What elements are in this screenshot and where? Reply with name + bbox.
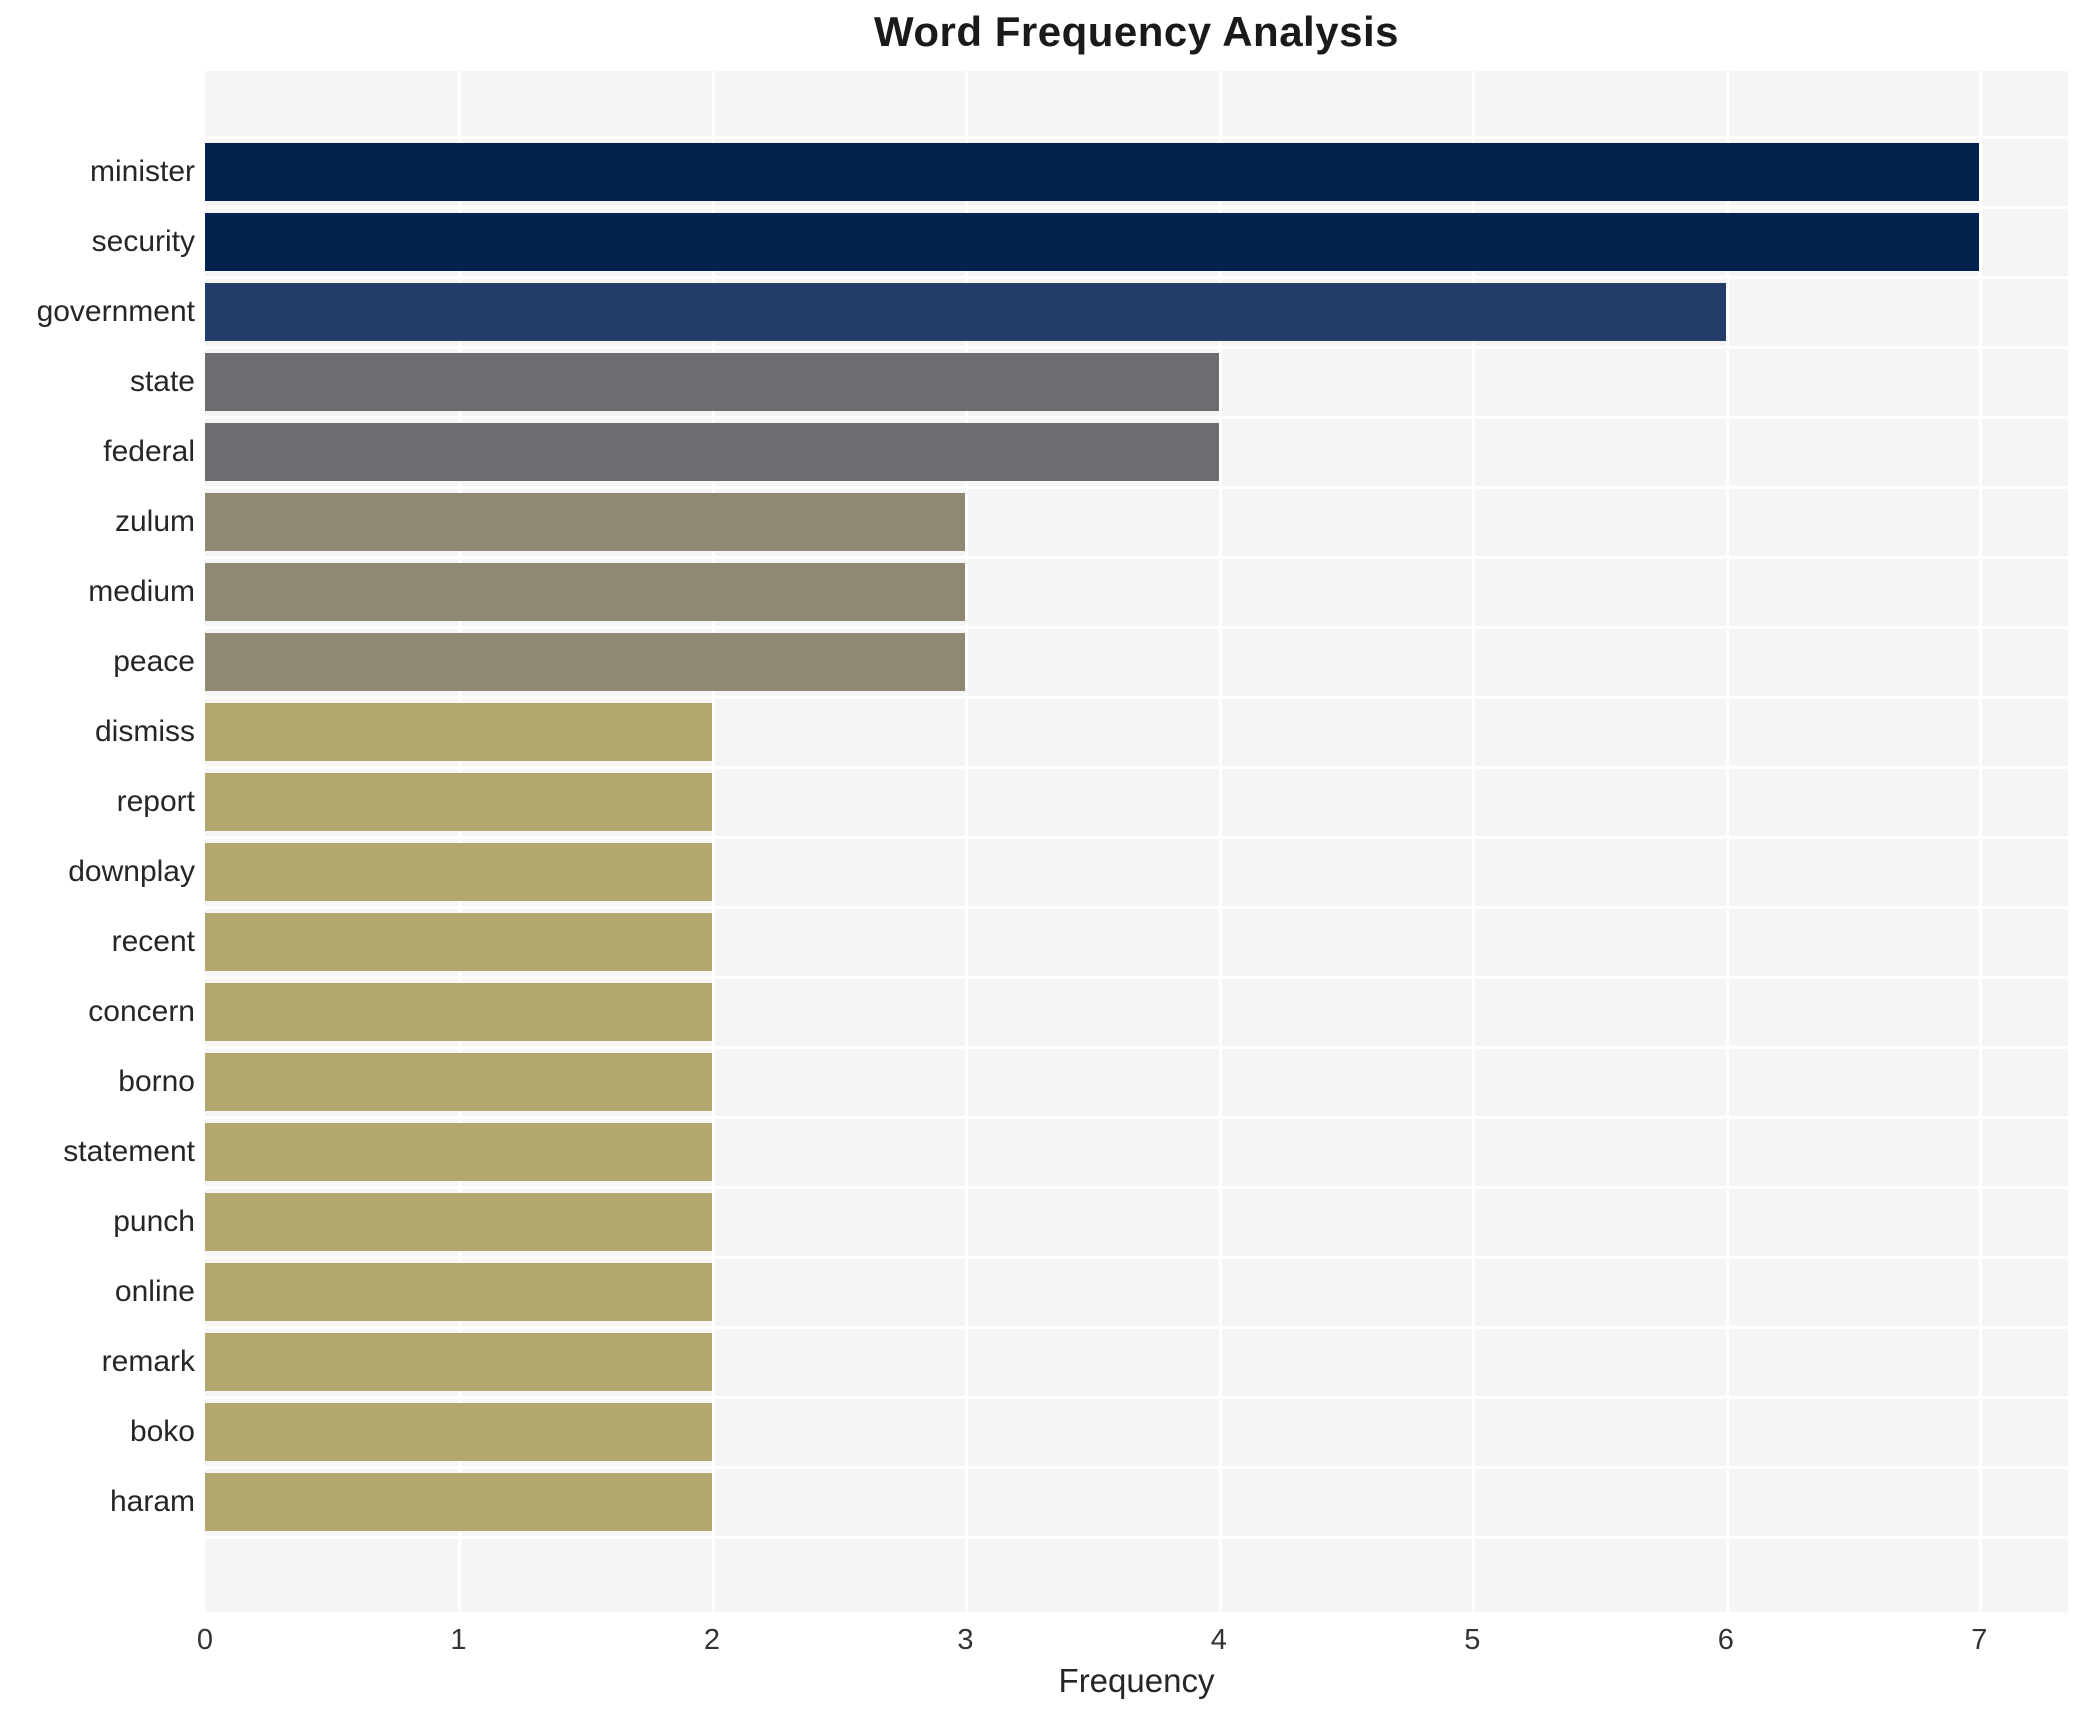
x-tick-1: 1 bbox=[450, 1624, 467, 1656]
bar-minister bbox=[205, 143, 1979, 201]
horizontal-gridline bbox=[205, 1186, 2068, 1189]
bar-state bbox=[205, 353, 1219, 411]
vertical-gridline bbox=[458, 71, 461, 1612]
horizontal-gridline bbox=[205, 976, 2068, 979]
bar-recent bbox=[205, 913, 712, 971]
x-tick-5: 5 bbox=[1464, 1624, 1481, 1656]
horizontal-gridline bbox=[205, 1116, 2068, 1119]
category-label-minister: minister bbox=[89, 155, 195, 188]
bar-government bbox=[205, 283, 1726, 341]
x-tick-6: 6 bbox=[1717, 1624, 1734, 1656]
horizontal-gridline bbox=[205, 696, 2068, 699]
category-label-government: government bbox=[36, 295, 195, 328]
category-label-online: online bbox=[114, 1275, 195, 1308]
bar-boko bbox=[205, 1403, 712, 1461]
horizontal-gridline bbox=[205, 206, 2068, 209]
category-label-boko: boko bbox=[129, 1415, 195, 1448]
bar-borno bbox=[205, 1053, 712, 1111]
vertical-gridline bbox=[1472, 71, 1475, 1612]
bar-dismiss bbox=[205, 703, 712, 761]
category-label-remark: remark bbox=[101, 1345, 195, 1378]
horizontal-gridline bbox=[205, 1326, 2068, 1329]
bar-punch bbox=[205, 1193, 712, 1251]
plot-area bbox=[205, 71, 2068, 1612]
bar-medium bbox=[205, 563, 965, 621]
category-label-statement: statement bbox=[63, 1135, 195, 1168]
category-label-borno: borno bbox=[118, 1065, 195, 1098]
horizontal-gridline bbox=[205, 766, 2068, 769]
bar-peace bbox=[205, 633, 965, 691]
category-label-state: state bbox=[129, 365, 195, 398]
category-label-haram: haram bbox=[109, 1485, 195, 1518]
category-label-peace: peace bbox=[113, 645, 195, 678]
bar-haram bbox=[205, 1473, 712, 1531]
vertical-gridline bbox=[1219, 71, 1222, 1612]
x-tick-3: 3 bbox=[957, 1624, 974, 1656]
bar-downplay bbox=[205, 843, 712, 901]
horizontal-gridline bbox=[205, 556, 2068, 559]
horizontal-gridline bbox=[205, 906, 2068, 909]
category-label-medium: medium bbox=[88, 575, 195, 608]
horizontal-gridline bbox=[205, 416, 2068, 419]
x-axis-title: Frequency bbox=[1058, 1662, 1215, 1699]
bar-zulum bbox=[205, 493, 965, 551]
x-tick-0: 0 bbox=[196, 1624, 214, 1656]
horizontal-gridline bbox=[205, 346, 2068, 349]
bar-remark bbox=[205, 1333, 712, 1391]
bar-federal bbox=[205, 423, 1219, 481]
category-label-downplay: downplay bbox=[68, 855, 195, 888]
horizontal-gridline bbox=[205, 1466, 2068, 1469]
bar-security bbox=[205, 213, 1979, 271]
bar-statement bbox=[205, 1123, 712, 1181]
bar-report bbox=[205, 773, 712, 831]
chart-title: Word Frequency Analysis bbox=[874, 8, 1399, 55]
vertical-gridline bbox=[712, 71, 715, 1612]
horizontal-gridline bbox=[205, 486, 2068, 489]
horizontal-gridline bbox=[205, 1396, 2068, 1399]
vertical-gridline bbox=[965, 71, 968, 1612]
category-label-punch: punch bbox=[113, 1205, 195, 1238]
category-label-federal: federal bbox=[103, 435, 195, 468]
x-tick-4: 4 bbox=[1210, 1624, 1227, 1656]
bar-concern bbox=[205, 983, 712, 1041]
horizontal-gridline bbox=[205, 1256, 2068, 1259]
category-label-dismiss: dismiss bbox=[94, 715, 195, 748]
category-label-security: security bbox=[91, 225, 195, 258]
bar-online bbox=[205, 1263, 712, 1321]
vertical-gridline bbox=[1726, 71, 1729, 1612]
horizontal-gridline bbox=[205, 626, 2068, 629]
horizontal-gridline bbox=[205, 1536, 2068, 1539]
category-label-report: report bbox=[116, 785, 195, 818]
category-label-zulum: zulum bbox=[114, 505, 195, 538]
horizontal-gridline bbox=[205, 836, 2068, 839]
horizontal-gridline bbox=[205, 136, 2068, 139]
vertical-gridline bbox=[1979, 71, 1982, 1612]
x-tick-2: 2 bbox=[703, 1624, 720, 1656]
horizontal-gridline bbox=[205, 276, 2068, 279]
horizontal-gridline bbox=[205, 1046, 2068, 1049]
category-label-recent: recent bbox=[111, 925, 195, 958]
x-tick-7: 7 bbox=[1971, 1624, 1988, 1656]
category-label-concern: concern bbox=[88, 995, 195, 1028]
